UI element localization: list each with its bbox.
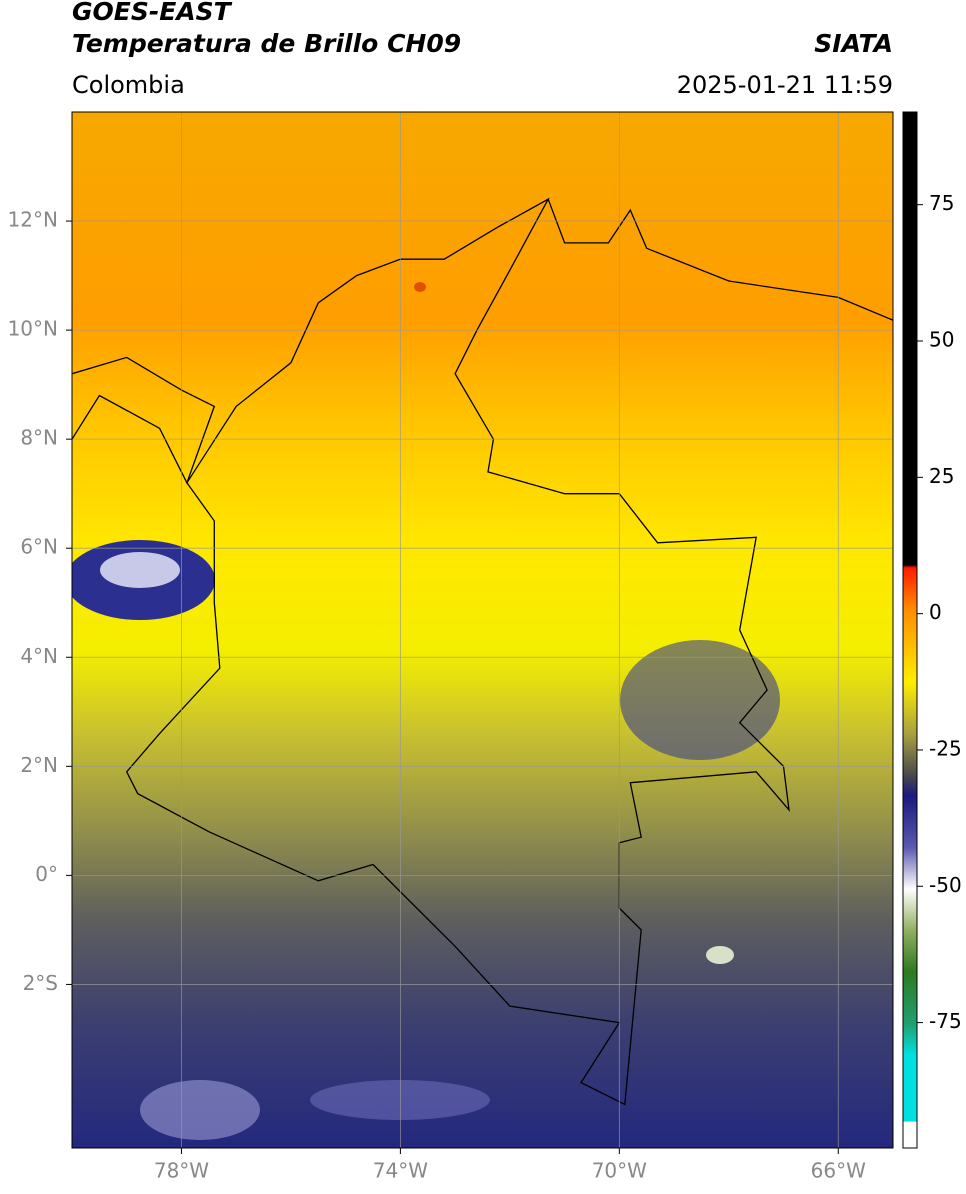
- cloud: [706, 946, 734, 964]
- hot-spot: [414, 282, 426, 292]
- y-tick-label: 2°S: [23, 971, 58, 995]
- y-tick-label: 2°N: [20, 753, 58, 777]
- colorbar-label: -25: [929, 736, 962, 760]
- datetime: 2025-01-21 11:59: [677, 71, 893, 99]
- cloud: [620, 640, 780, 760]
- y-tick-label: 10°N: [8, 317, 58, 341]
- border: [72, 356, 216, 485]
- x-tick-label: 66°W: [811, 1159, 866, 1183]
- x-tick-label: 78°W: [154, 1159, 209, 1183]
- grid: [72, 112, 893, 1148]
- subtitle: Temperatura de Brillo CH09: [72, 29, 461, 58]
- region: Colombia: [72, 71, 185, 99]
- colorbar-label: -75: [929, 1009, 962, 1033]
- y-tick-label: 12°N: [8, 208, 58, 232]
- colorbar-label: 0: [929, 600, 942, 624]
- y-tick-label: 8°N: [20, 426, 58, 450]
- border: [125, 197, 790, 1106]
- map-frame: [71, 111, 894, 1149]
- colorbar-label: -50: [929, 873, 962, 897]
- borders: [72, 197, 893, 1106]
- brightness-field: [72, 112, 893, 1148]
- y-tick-label: 6°N: [20, 535, 58, 559]
- y-tick-label: 0°: [35, 862, 58, 886]
- colorbar: [902, 111, 918, 1149]
- y-tick-label: 4°N: [20, 644, 58, 668]
- colorbar-label: 50: [929, 328, 954, 352]
- colorbar-label: 25: [929, 464, 954, 488]
- map-image: [72, 112, 893, 1148]
- x-tick-label: 74°W: [373, 1159, 428, 1183]
- cloud: [140, 1080, 260, 1140]
- colorbar-label: 75: [929, 191, 954, 215]
- title: GOES-EAST: [72, 0, 233, 26]
- border: [547, 198, 893, 321]
- x-tick-label: 70°W: [592, 1159, 647, 1183]
- source: SIATA: [814, 29, 893, 58]
- cloud: [100, 552, 180, 588]
